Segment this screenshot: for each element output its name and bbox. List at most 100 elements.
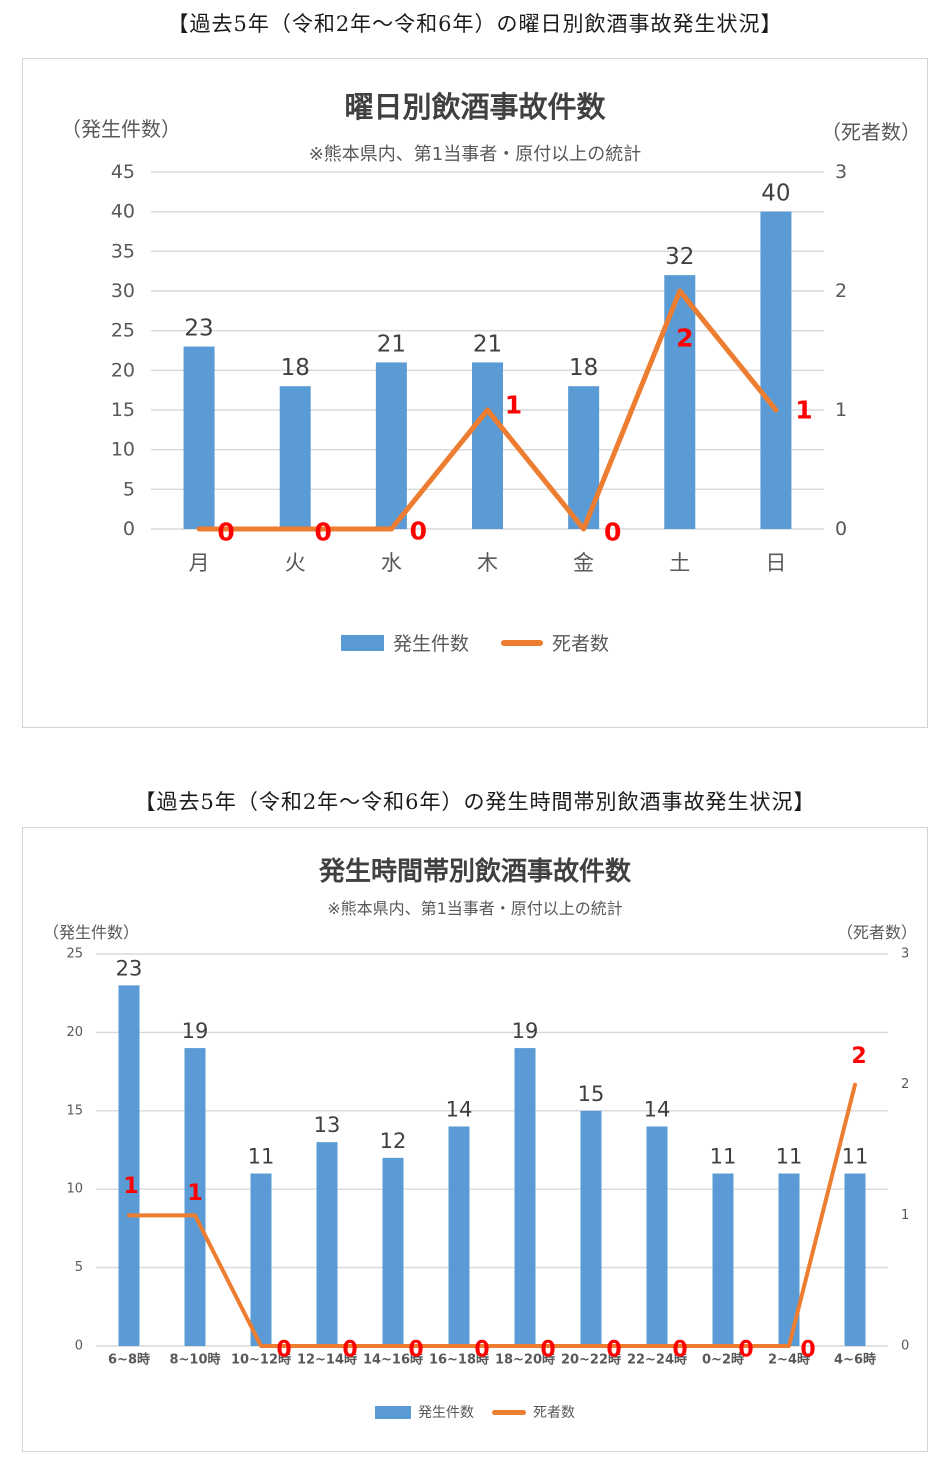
- hourly-right-axis-title: （死者数）: [837, 923, 918, 942]
- svg-text:16~18時: 16~18時: [429, 1352, 489, 1368]
- svg-text:1: 1: [835, 399, 847, 421]
- svg-text:21: 21: [473, 331, 502, 357]
- svg-text:35: 35: [111, 240, 135, 262]
- svg-text:2: 2: [901, 1077, 909, 1092]
- weekday-chart-legend: 発生件数 死者数: [23, 629, 927, 656]
- svg-text:19: 19: [182, 1019, 209, 1043]
- svg-text:1: 1: [795, 396, 812, 425]
- svg-text:15: 15: [111, 399, 135, 421]
- svg-text:15: 15: [578, 1082, 605, 1106]
- bar-legend-swatch: [340, 634, 384, 651]
- svg-text:2: 2: [851, 1044, 866, 1069]
- svg-text:3: 3: [835, 161, 847, 183]
- svg-text:25: 25: [66, 947, 83, 962]
- line-legend-swatch: [501, 639, 543, 646]
- svg-text:火: 火: [285, 551, 306, 575]
- svg-text:金: 金: [573, 551, 594, 575]
- bar-legend-label: 発生件数: [392, 633, 469, 655]
- weekday-chart-card: 0 5 10 15 20 25 30 35 40 45 0 1 2 3 23 18 21 21 18 32 40 月火水木…: [22, 58, 928, 728]
- svg-text:18: 18: [281, 355, 310, 381]
- section1-heading: 【過去5年（令和2年～令和6年）の曜日別飲酒事故発生状況】: [167, 12, 783, 36]
- svg-text:11: 11: [776, 1145, 803, 1169]
- hourly-chart-card: 0 5 10 15 20 25 0 1 2 3 23 19 11 13 12 14 19 15 14 11 11 11 6~…: [22, 827, 928, 1452]
- svg-text:0: 0: [800, 1338, 815, 1363]
- svg-text:2~4時: 2~4時: [768, 1352, 810, 1368]
- svg-text:水: 水: [381, 551, 402, 575]
- svg-text:1: 1: [123, 1174, 138, 1199]
- svg-text:12~14時: 12~14時: [297, 1352, 357, 1368]
- svg-text:土: 土: [669, 551, 690, 575]
- svg-text:15: 15: [66, 1103, 83, 1118]
- svg-text:1: 1: [901, 1208, 909, 1223]
- weekday-chart-title: 曜日別飲酒事故件数: [344, 90, 606, 124]
- svg-text:6~8時: 6~8時: [108, 1352, 150, 1368]
- svg-text:32: 32: [665, 244, 694, 270]
- svg-text:12: 12: [380, 1129, 407, 1153]
- weekday-right-axis-title: （死者数）: [821, 120, 921, 144]
- svg-text:0: 0: [604, 518, 621, 547]
- section2-heading: 【過去5年（令和2年～令和6年）の発生時間帯別飲酒事故発生状況】: [134, 790, 816, 814]
- svg-text:0: 0: [672, 1338, 687, 1363]
- weekday-chart-plot: 0510152025303540450123231821 21183240月火水木…: [111, 161, 847, 575]
- svg-text:0: 0: [75, 1339, 83, 1354]
- svg-text:11: 11: [710, 1145, 737, 1169]
- svg-text:14: 14: [644, 1097, 671, 1121]
- svg-text:21: 21: [377, 331, 406, 357]
- svg-text:22~24時: 22~24時: [627, 1352, 687, 1368]
- svg-text:0: 0: [474, 1338, 489, 1363]
- svg-text:20~22時: 20~22時: [561, 1352, 621, 1368]
- svg-text:10~12時: 10~12時: [231, 1352, 291, 1368]
- svg-text:13: 13: [314, 1113, 341, 1137]
- svg-text:0: 0: [901, 1339, 909, 1354]
- weekday-chart-subtitle: ※熊本県内、第1当事者・原付以上の統計: [308, 144, 642, 165]
- svg-text:23: 23: [184, 316, 213, 342]
- svg-text:3: 3: [901, 947, 909, 962]
- svg-text:18~20時: 18~20時: [495, 1352, 555, 1368]
- svg-text:40: 40: [761, 181, 790, 207]
- hourly-chart-legend: 発生件数 死者数: [23, 1402, 927, 1422]
- svg-text:0: 0: [835, 518, 847, 540]
- svg-text:4~6時: 4~6時: [834, 1352, 876, 1368]
- svg-text:0: 0: [342, 1338, 357, 1363]
- svg-text:0~2時: 0~2時: [702, 1352, 744, 1368]
- svg-text:0: 0: [410, 517, 427, 546]
- svg-text:日: 日: [765, 551, 786, 575]
- svg-text:40: 40: [111, 201, 135, 223]
- svg-text:5: 5: [123, 478, 135, 500]
- svg-text:25: 25: [111, 320, 135, 342]
- svg-text:20: 20: [66, 1025, 83, 1040]
- svg-text:18: 18: [569, 355, 598, 381]
- hourly-chart-subtitle: ※熊本県内、第1当事者・原付以上の統計: [327, 899, 623, 918]
- line-legend-label: 死者数: [552, 633, 610, 655]
- svg-text:14~16時: 14~16時: [363, 1352, 423, 1368]
- svg-text:11: 11: [248, 1145, 275, 1169]
- svg-text:20: 20: [111, 359, 135, 381]
- svg-text:0: 0: [276, 1338, 291, 1363]
- svg-text:0: 0: [123, 518, 135, 540]
- svg-text:月: 月: [189, 551, 210, 575]
- svg-text:0: 0: [606, 1338, 621, 1363]
- hourly-left-axis-title: （発生件数）: [43, 923, 140, 942]
- svg-text:8~10時: 8~10時: [169, 1352, 220, 1368]
- hourly-chart-title: 発生時間帯別飲酒事故件数: [318, 857, 631, 887]
- line-legend-swatch: [492, 1409, 526, 1415]
- svg-text:45: 45: [111, 161, 135, 183]
- svg-text:2: 2: [676, 324, 693, 353]
- svg-text:0: 0: [217, 518, 234, 547]
- bar-legend-swatch: [375, 1405, 411, 1419]
- svg-text:19: 19: [512, 1019, 539, 1043]
- svg-text:10: 10: [66, 1182, 83, 1197]
- weekday-left-axis-title: （発生件数）: [61, 117, 181, 141]
- svg-text:0: 0: [738, 1338, 753, 1363]
- svg-text:5: 5: [75, 1260, 83, 1275]
- svg-text:23: 23: [116, 956, 143, 980]
- line-legend-label: 死者数: [533, 1405, 575, 1421]
- svg-text:30: 30: [111, 280, 135, 302]
- svg-text:2: 2: [835, 280, 847, 302]
- svg-text:1: 1: [187, 1181, 202, 1206]
- svg-text:0: 0: [540, 1338, 555, 1363]
- svg-text:11: 11: [842, 1145, 869, 1169]
- svg-text:14: 14: [446, 1097, 473, 1121]
- bar-legend-label: 発生件数: [418, 1405, 474, 1421]
- svg-text:0: 0: [315, 518, 332, 547]
